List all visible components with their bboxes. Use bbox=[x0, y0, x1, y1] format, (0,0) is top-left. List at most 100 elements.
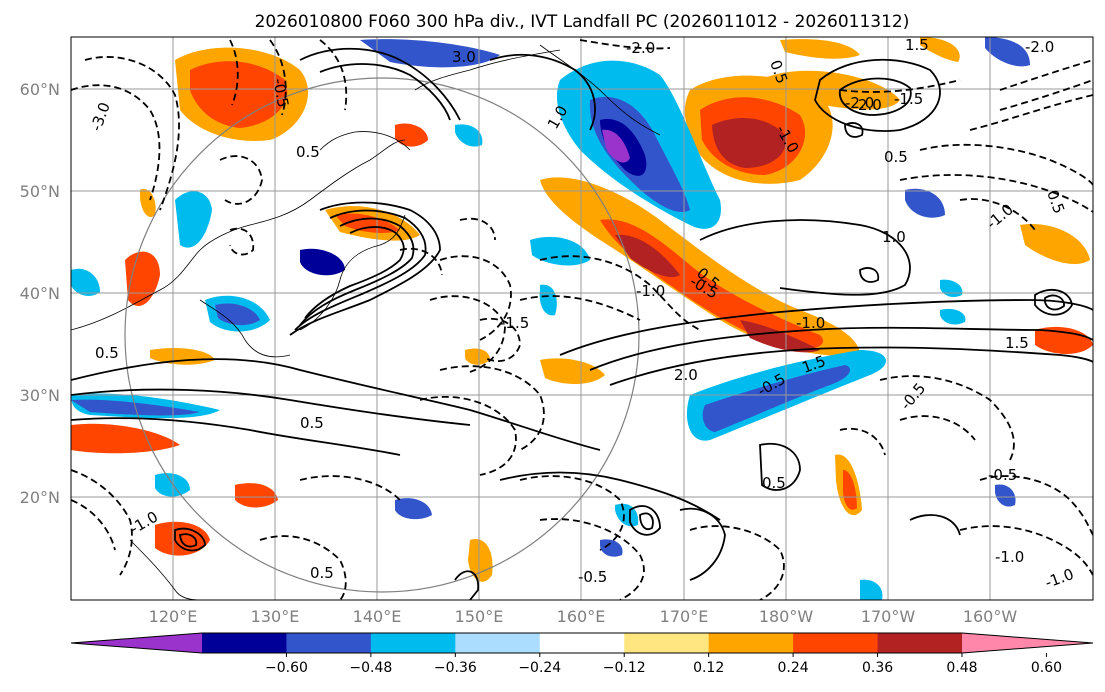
lon-label: 130°E bbox=[251, 607, 300, 626]
contour-label: 1.5 bbox=[1005, 334, 1029, 352]
colorbar-tick-label: −0.48 bbox=[349, 660, 392, 676]
contour-label: -2.0 bbox=[845, 94, 874, 112]
div-negative-area bbox=[905, 188, 945, 218]
div-positive-area bbox=[1020, 224, 1090, 265]
div-negative-area bbox=[702, 365, 850, 432]
colorbar-tick-label: −0.12 bbox=[603, 660, 646, 676]
div-positive-area bbox=[155, 521, 210, 556]
contour-label: 0.5 bbox=[296, 143, 320, 161]
div-positive-area bbox=[920, 37, 960, 62]
colorbar-bin bbox=[539, 633, 625, 653]
div-negative-area bbox=[360, 39, 500, 68]
graticule bbox=[71, 37, 1093, 600]
div-negative-area bbox=[395, 498, 432, 520]
contour-label: 3.0 bbox=[452, 48, 476, 66]
lon-label: 140°E bbox=[353, 607, 402, 626]
colorbar-tick-label: −0.24 bbox=[518, 660, 561, 676]
div-negative-area bbox=[602, 129, 630, 163]
div-positive-area bbox=[780, 39, 860, 59]
colorbar: −0.60 −0.48 −0.36 −0.24 −0.12 0.12 0.24 0.36 0.4… bbox=[70, 632, 1094, 676]
colorbar-tick-label: 0.36 bbox=[862, 660, 893, 676]
div-positive-area bbox=[740, 320, 820, 353]
div-positive-area bbox=[540, 358, 605, 384]
div-negative-area bbox=[300, 248, 345, 276]
contours-positive bbox=[71, 47, 1093, 600]
contour-label: 0.5 bbox=[300, 414, 324, 432]
div-negative-area bbox=[175, 191, 212, 248]
contour-label: 2.0 bbox=[674, 366, 698, 384]
div-positive-area bbox=[395, 123, 428, 147]
colorbar-tick-label: −0.36 bbox=[434, 660, 477, 676]
colorbar-bin bbox=[455, 633, 541, 653]
contour-label: -1.0 bbox=[796, 314, 825, 332]
contour-label: -1.5 bbox=[894, 90, 923, 108]
div-negative-area bbox=[215, 303, 260, 326]
colorbar-tick-label: 0.24 bbox=[778, 660, 809, 676]
colorbar-tick-label: 0.48 bbox=[946, 660, 977, 676]
contour-label: -1.0 bbox=[995, 548, 1024, 566]
div-positive-area bbox=[465, 348, 490, 365]
div-positive-area bbox=[140, 189, 156, 218]
longitude-labels: 120°E 130°E 140°E 150°E 160°E 170°E 180°… bbox=[149, 607, 1018, 626]
lon-label: 160°W bbox=[963, 607, 1018, 626]
colorbar-bin bbox=[877, 633, 963, 653]
lat-label: 50°N bbox=[20, 182, 60, 201]
colorbar-tick-label: 0.60 bbox=[1031, 660, 1062, 676]
div-positive-area bbox=[125, 251, 160, 306]
contour-label: -0.5 bbox=[988, 466, 1017, 484]
lon-label: 170°E bbox=[660, 607, 709, 626]
contours-negative bbox=[71, 39, 1093, 600]
div-negative-area bbox=[600, 539, 623, 557]
div-positive-area bbox=[712, 117, 786, 168]
lat-label: 40°N bbox=[20, 284, 60, 303]
div-negative-area bbox=[455, 124, 483, 147]
div-positive-area bbox=[615, 234, 680, 278]
map-content: -3.0 -0.5 0.5 -2.0 3.0 1.0 0.5 -1.0 -1.5… bbox=[71, 36, 1093, 600]
colorbar-tick-label: 0.12 bbox=[693, 660, 724, 676]
latitude-labels: 60°N 50°N 40°N 30°N 20°N bbox=[20, 80, 60, 507]
contour-label: 0.5 bbox=[884, 148, 908, 166]
div-negative-area bbox=[539, 284, 557, 316]
div-positive-area bbox=[1035, 326, 1093, 355]
div-positive-area bbox=[842, 470, 857, 510]
coastlines bbox=[71, 44, 661, 600]
lon-label: 120°E bbox=[149, 607, 198, 626]
div-negative-area bbox=[995, 484, 1016, 507]
contour-label: 2.0 bbox=[858, 96, 882, 114]
div-positive-area bbox=[150, 348, 215, 365]
lon-label: 170°W bbox=[861, 607, 916, 626]
div-positive-area bbox=[468, 539, 493, 582]
contour-label: -2.0 bbox=[626, 39, 655, 57]
lon-label: 180°W bbox=[759, 607, 814, 626]
contour-label: 1.5 bbox=[905, 36, 929, 54]
lon-label: 160°E bbox=[557, 607, 606, 626]
colorbar-extend-min bbox=[71, 633, 202, 653]
contour-label: -2.0 bbox=[1025, 38, 1054, 56]
colorbar-bin bbox=[202, 633, 287, 653]
contour-label: 0.5 bbox=[95, 344, 119, 362]
map-frame bbox=[70, 36, 1094, 601]
contour-label: -0.5 bbox=[269, 77, 292, 109]
contour-label: 0.5 bbox=[762, 474, 786, 492]
contour-label: 1.0 bbox=[882, 228, 906, 246]
lon-label: 150°E bbox=[455, 607, 504, 626]
colorbar-bin bbox=[708, 633, 794, 653]
colorbar-extend-max bbox=[962, 633, 1093, 653]
colorbar-bin bbox=[370, 633, 456, 653]
colorbar-tick-label: −0.60 bbox=[265, 660, 308, 676]
div-negative-area bbox=[985, 37, 1030, 67]
contour-label: 0.5 bbox=[310, 564, 334, 582]
colorbar-bin bbox=[286, 633, 372, 653]
lat-label: 60°N bbox=[20, 80, 60, 99]
colorbar-bin bbox=[793, 633, 879, 653]
contour-label: -1.0 bbox=[636, 282, 665, 300]
reference-circle bbox=[124, 77, 640, 593]
map-panel: -3.0 -0.5 0.5 -2.0 3.0 1.0 0.5 -1.0 -1.5… bbox=[70, 36, 1094, 601]
div-negative-area bbox=[71, 268, 100, 296]
colorbar-bin bbox=[624, 633, 710, 653]
div-negative-area bbox=[860, 579, 883, 600]
contour-label: -1.5 bbox=[500, 314, 529, 332]
div-positive-area bbox=[235, 483, 278, 508]
lat-label: 30°N bbox=[20, 386, 60, 405]
